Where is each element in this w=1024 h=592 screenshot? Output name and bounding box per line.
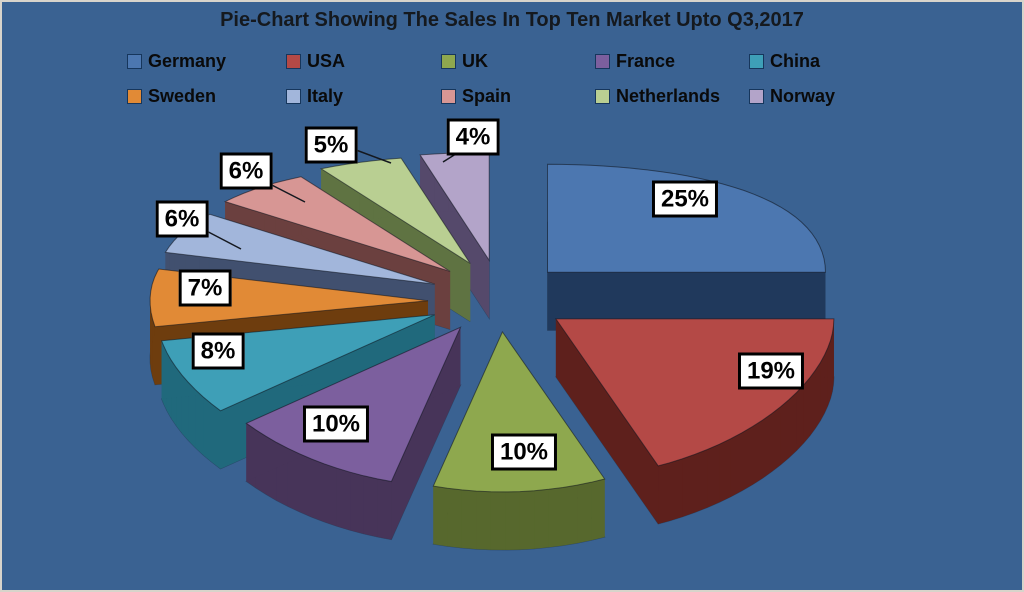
legend-item-netherlands: Netherlands — [595, 87, 720, 105]
percent-label-netherlands: 5% — [304, 126, 358, 164]
legend-item-spain: Spain — [441, 87, 511, 105]
legend-label-sweden: Sweden — [148, 86, 217, 106]
legend-item-usa: USA — [286, 52, 345, 70]
legend-item-france: France — [595, 52, 675, 70]
legend-swatch-spain — [441, 88, 456, 104]
legend-item-china: China — [749, 52, 820, 70]
legend-swatch-sweden — [127, 88, 142, 104]
legend-label-netherlands: Netherlands — [616, 86, 721, 106]
percent-label-spain: 6% — [219, 152, 273, 190]
percent-label-france: 10% — [302, 405, 370, 443]
legend-swatch-usa — [286, 53, 301, 69]
percent-label-norway: 4% — [446, 118, 500, 156]
legend-item-germany: Germany — [127, 52, 226, 70]
legend-swatch-italy — [286, 88, 301, 104]
legend-swatch-netherlands — [595, 88, 610, 104]
pie-slice-france — [245, 326, 462, 541]
legend-swatch-china — [749, 53, 764, 69]
legend-label-usa: USA — [307, 51, 346, 71]
legend-swatch-germany — [127, 53, 142, 69]
legend-item-norway: Norway — [749, 87, 835, 105]
legend-label-norway: Norway — [770, 86, 836, 106]
legend-item-uk: UK — [441, 52, 488, 70]
legend-label-uk: UK — [462, 51, 488, 71]
percent-label-usa: 19% — [737, 352, 805, 390]
percent-label-sweden: 7% — [178, 269, 232, 307]
legend-swatch-norway — [749, 88, 764, 104]
percent-label-germany: 25% — [651, 180, 719, 218]
legend-item-italy: Italy — [286, 87, 343, 105]
legend-label-china: China — [770, 51, 821, 71]
legend-label-germany: Germany — [148, 51, 227, 71]
legend-label-italy: Italy — [307, 86, 344, 106]
legend-item-sweden: Sweden — [127, 87, 216, 105]
percent-label-china: 8% — [191, 332, 245, 370]
chart-title: Pie-Chart Showing The Sales In Top Ten M… — [220, 9, 804, 31]
legend-swatch-uk — [441, 53, 456, 69]
legend-label-spain: Spain — [462, 86, 512, 106]
percent-label-italy: 6% — [155, 200, 209, 238]
percent-label-uk: 10% — [490, 433, 558, 471]
legend-label-france: France — [616, 51, 676, 71]
legend-swatch-france — [595, 53, 610, 69]
pie-slice-germany — [547, 163, 827, 331]
